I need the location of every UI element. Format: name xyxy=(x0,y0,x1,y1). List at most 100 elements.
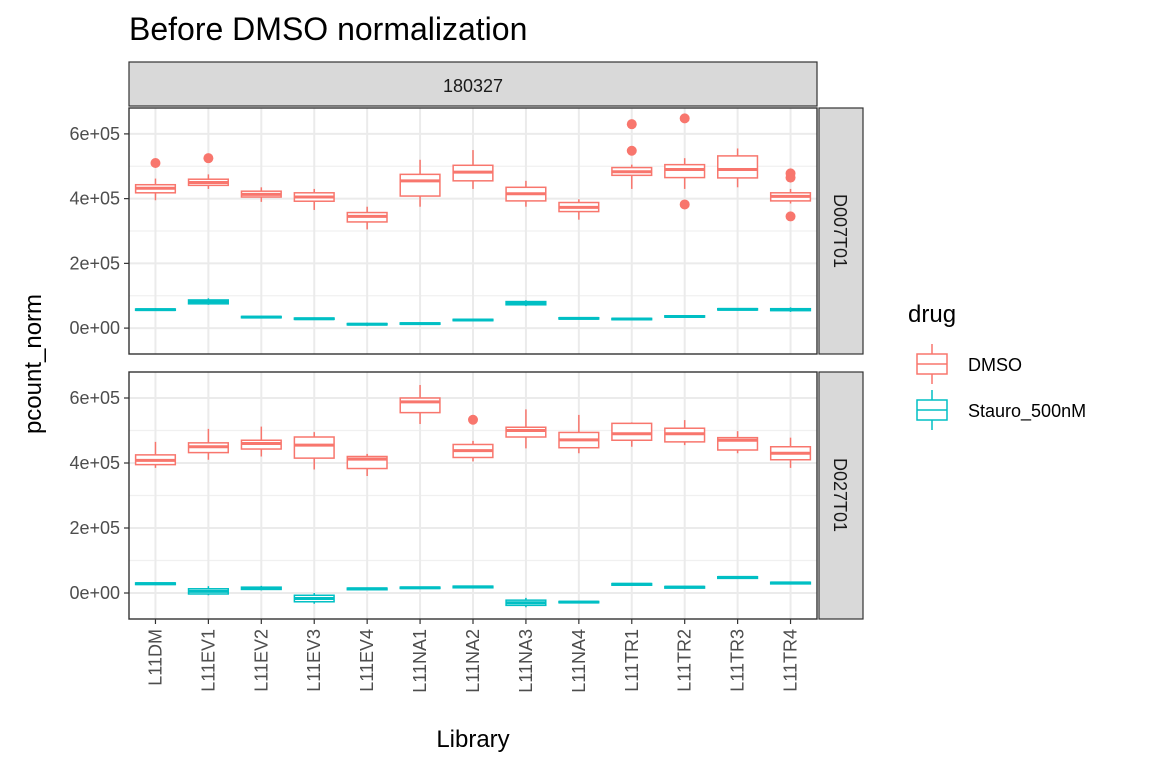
box-l11dm xyxy=(134,582,177,586)
box-l11tr1 xyxy=(611,422,653,447)
box-iqr xyxy=(399,173,441,197)
box-l11na4 xyxy=(558,199,600,220)
box-l11ev1 xyxy=(187,153,229,189)
box-l11na1 xyxy=(399,385,441,424)
x-tick-label: L11DM xyxy=(145,629,165,686)
box-l11tr1 xyxy=(611,317,653,321)
column-facet-strip xyxy=(128,61,818,107)
box-l11tr2 xyxy=(664,585,706,589)
box-l11ev3 xyxy=(293,188,335,210)
x-tick-label: L11NA1 xyxy=(410,629,430,693)
outlier-point xyxy=(785,172,796,183)
x-tick-label: L11NA2 xyxy=(463,629,483,693)
legend-label: Stauro_500nM xyxy=(968,401,1086,422)
legend-entry-dmso: DMSO xyxy=(916,344,1022,384)
box-l11na2 xyxy=(452,414,494,462)
y-tick-label: 6e+05 xyxy=(69,388,120,408)
y-axis-title: pcount_norm xyxy=(20,294,47,434)
box-l11dm xyxy=(134,441,177,468)
x-tick-label: L11EV3 xyxy=(304,629,324,692)
outlier-point xyxy=(150,158,161,169)
outlier-point xyxy=(679,113,690,124)
box-l11ev3 xyxy=(293,317,335,321)
box-l11ev1 xyxy=(187,586,229,596)
box-l11tr3 xyxy=(717,307,759,311)
box-l11tr4 xyxy=(769,581,812,585)
series-stauro-500nm xyxy=(134,575,812,608)
box-l11tr3 xyxy=(717,575,759,580)
box-l11tr4 xyxy=(769,307,812,312)
box-l11tr4 xyxy=(769,168,812,222)
y-tick-label: 6e+05 xyxy=(69,124,120,144)
x-tick-label: L11TR2 xyxy=(675,629,695,692)
box-l11tr2 xyxy=(664,314,706,318)
box-iqr xyxy=(717,155,759,179)
legend-label: DMSO xyxy=(968,355,1022,375)
row-facet-strip xyxy=(818,371,864,620)
legend-entry-stauro-500nm: Stauro_500nM xyxy=(916,390,1086,430)
chart-title: Before DMSO normalization xyxy=(129,11,527,47)
x-tick-label: L11EV2 xyxy=(251,629,271,692)
x-tick-label: L11EV4 xyxy=(357,629,377,692)
x-axis: L11DM L11EV1 L11EV2 L11EV3 L11EV4 L11NA1 L11NA… xyxy=(145,619,801,693)
outlier-point xyxy=(203,153,214,164)
box-l11tr3 xyxy=(717,431,759,454)
x-tick-label: L11TR3 xyxy=(728,629,748,692)
box-l11tr2 xyxy=(664,113,706,210)
box-l11na1 xyxy=(399,159,441,207)
box-l11tr4 xyxy=(769,437,812,468)
box-l11tr1 xyxy=(611,582,653,586)
legend: drug DMSO Stauro_500nM xyxy=(908,301,1086,430)
box-l11ev4 xyxy=(346,322,388,326)
outlier-point xyxy=(468,414,478,425)
box-l11ev1 xyxy=(187,298,229,305)
row-facet-label: D027T01 xyxy=(830,458,850,532)
box-l11na3 xyxy=(505,300,547,307)
box-l11ev3 xyxy=(293,593,335,604)
row-facet-strip xyxy=(818,107,864,355)
y-tick-label: 2e+05 xyxy=(69,253,120,273)
legend-title: drug xyxy=(908,301,956,328)
box-l11tr1 xyxy=(611,119,653,189)
box-iqr xyxy=(505,426,547,438)
x-tick-label: L11NA3 xyxy=(516,629,536,693)
box-l11na2 xyxy=(452,585,494,589)
box-iqr xyxy=(664,163,706,179)
x-tick-label: L11TR1 xyxy=(622,629,642,692)
row-facet-label: D007T01 xyxy=(830,194,850,268)
box-l11na2 xyxy=(452,318,494,322)
box-l11na4 xyxy=(558,600,600,604)
box-l11tr3 xyxy=(717,148,759,188)
box-l11dm xyxy=(134,158,177,201)
box-l11ev4 xyxy=(346,206,388,230)
box-l11ev2 xyxy=(240,315,282,319)
box-l11na1 xyxy=(399,586,441,590)
box-iqr xyxy=(611,422,653,442)
series-stauro-500nm xyxy=(134,298,812,326)
panel-border xyxy=(128,107,818,355)
outlier-point xyxy=(626,145,637,156)
y-tick-label: 0e+00 xyxy=(69,318,120,338)
outlier-point xyxy=(679,199,690,210)
box-l11tr2 xyxy=(664,420,706,446)
panel-d007t01: D007T01 0e+00 2e+05 4e+05 6e+05 xyxy=(69,107,864,355)
box-l11ev2 xyxy=(240,426,282,457)
x-tick-label: L11TR4 xyxy=(781,629,801,692)
series-dmso xyxy=(134,385,812,476)
box-l11na2 xyxy=(452,150,494,189)
box-l11na4 xyxy=(558,414,600,454)
box-l11ev2 xyxy=(240,187,282,202)
y-tick-label: 4e+05 xyxy=(69,453,120,473)
series-dmso xyxy=(134,113,812,230)
box-l11dm xyxy=(134,308,177,312)
y-tick-label: 0e+00 xyxy=(69,583,120,603)
panel-d027t01: D027T01 0e+00 2e+05 4e+05 6e+05 xyxy=(69,371,864,620)
box-l11ev1 xyxy=(187,428,229,460)
box-l11ev3 xyxy=(293,432,335,470)
y-tick-label: 2e+05 xyxy=(69,518,120,538)
box-l11na4 xyxy=(558,316,600,320)
box-l11na1 xyxy=(399,322,441,326)
y-tick-label: 4e+05 xyxy=(69,189,120,209)
box-l11ev2 xyxy=(240,585,282,591)
